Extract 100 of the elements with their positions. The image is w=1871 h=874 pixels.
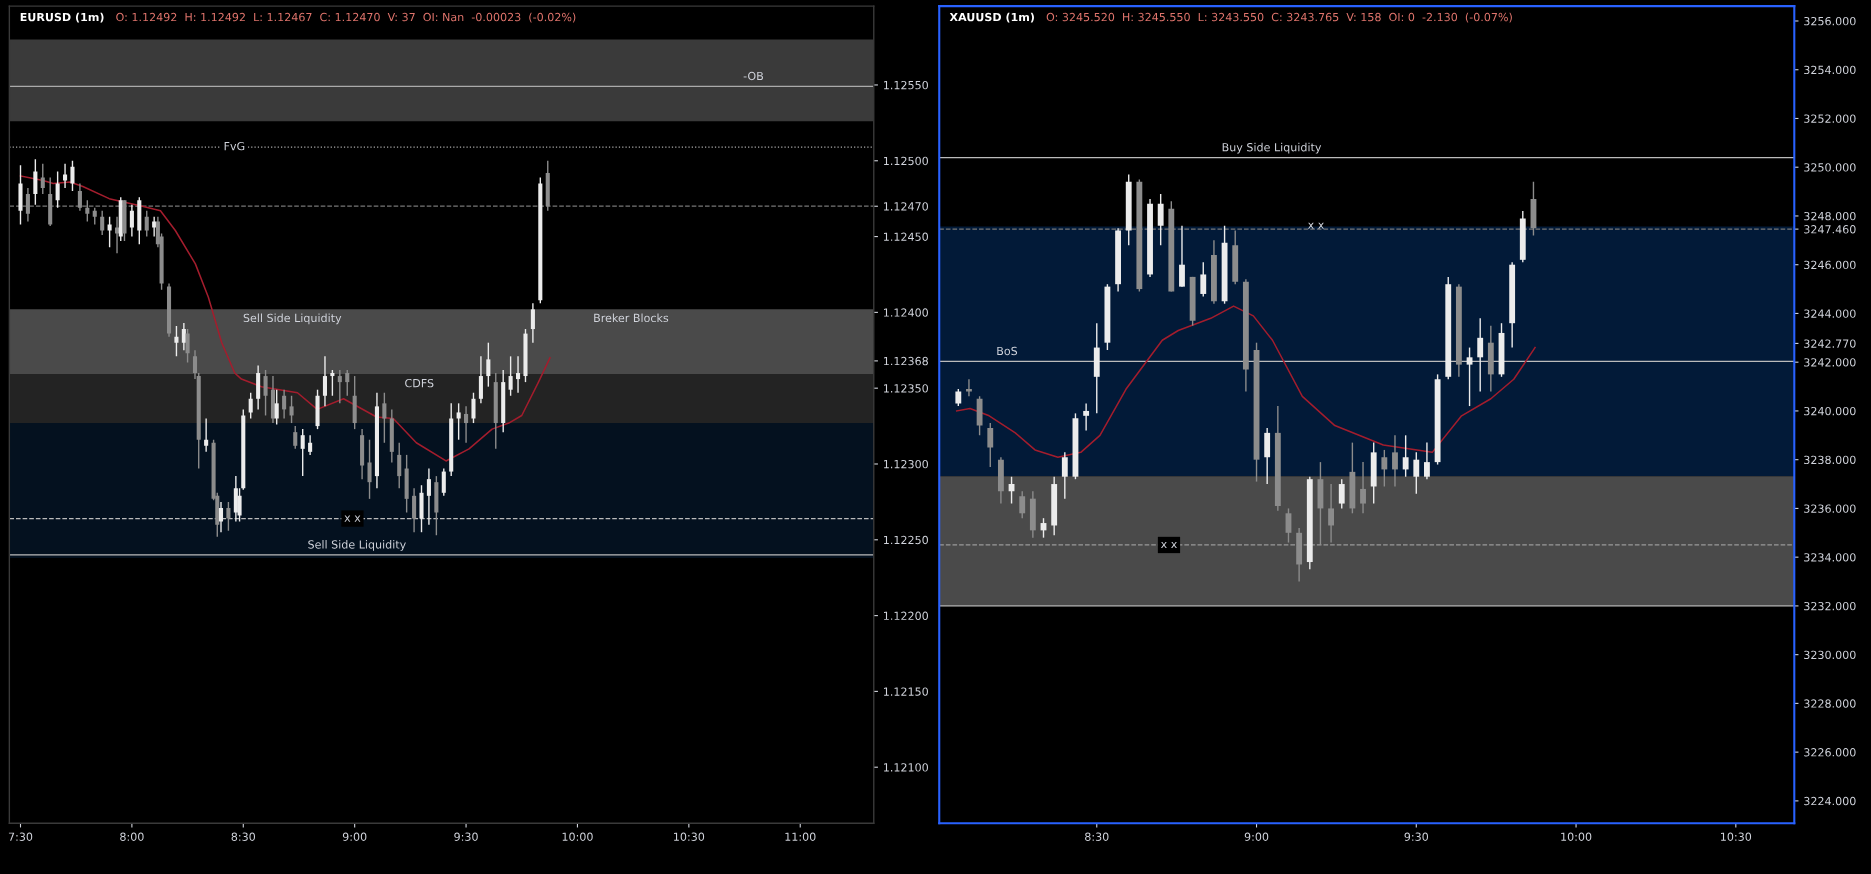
candlestick	[204, 417, 209, 453]
candlestick	[1413, 451, 1420, 495]
candlestick	[1019, 490, 1026, 519]
candlestick	[1381, 449, 1388, 488]
y-tick-label: 3242.000	[1804, 358, 1856, 367]
candlestick	[1083, 402, 1090, 432]
annotation: x x	[344, 515, 361, 522]
x-tick-label: 8:00	[120, 832, 144, 841]
y-tick-label: 3240.000	[1804, 406, 1856, 416]
y-tick-label: 3247.460	[1804, 225, 1856, 234]
y-tick-label: 3252.000	[1804, 114, 1856, 123]
candlestick	[274, 389, 279, 426]
candlestick	[144, 210, 149, 238]
y-tick-label: 3228.000	[1804, 699, 1856, 708]
candlestick	[248, 392, 253, 420]
text: XAUUSD (1m)	[949, 12, 1034, 23]
candlestick	[330, 369, 335, 397]
y-tick-label: 1.12500	[884, 156, 928, 166]
y-tick-label: 3226.000	[1804, 748, 1856, 757]
x-tick-label: 10:00	[562, 832, 593, 841]
y-tick-label: 1.12350	[884, 384, 928, 393]
y-tick-label: 1.12100	[884, 763, 928, 772]
text: O: 1.12492 H: 1.12492 L: 1.12467 C: 1.12470 V: 37 OI: Nan -0.00023 (-0.02%)	[116, 12, 576, 23]
candlestick	[516, 355, 521, 394]
x-tick-label: 8:30	[1085, 832, 1109, 841]
candlestick	[397, 442, 402, 489]
candlestick	[382, 392, 387, 444]
candlestick	[181, 322, 186, 351]
x-tick-label: 9:30	[1404, 832, 1429, 841]
candlestick	[1466, 346, 1473, 407]
y-tick-label: 1.12550	[884, 80, 928, 90]
annotation: Sell Side Liquidity	[243, 313, 342, 325]
candlestick	[55, 170, 60, 209]
y-tick-label: 1.12300	[884, 459, 928, 469]
candlestick	[1328, 483, 1334, 544]
x-tick-label: 10:30	[674, 832, 705, 841]
candlestick	[226, 501, 231, 532]
candlestick	[308, 434, 313, 456]
y-tick-label: 1.12200	[884, 611, 928, 620]
y-tick-label: 1.12470	[884, 202, 928, 211]
candlestick	[289, 395, 294, 424]
candlestick	[1424, 441, 1430, 480]
annotation: BoS	[997, 346, 1018, 356]
x-tick-label: 9:30	[454, 832, 478, 841]
candlestick	[426, 467, 431, 526]
candlestick	[85, 199, 90, 223]
y-tick-label: 1.12450	[884, 232, 928, 241]
candlestick	[70, 160, 75, 192]
text: O: 3245.520 H: 3245.550 L: 3243.550 C: 3243.765 V: 158 OI: 0 -2.130 (-0.07%)	[1046, 12, 1512, 23]
candlestick	[152, 216, 157, 238]
annotation: Breker Blocks	[594, 313, 669, 323]
candlestick	[412, 487, 417, 533]
candlestick	[1061, 451, 1068, 500]
x-tick-label: 7:30	[8, 832, 33, 841]
candlestick	[174, 325, 179, 358]
y-tick-label: 1.12150	[884, 687, 928, 696]
x-tick-label: 10:00	[1561, 832, 1592, 841]
y-tick-label: 3248.000	[1804, 211, 1856, 221]
annotation: x x	[1160, 541, 1177, 549]
y-tick-label: 3254.000	[1804, 65, 1856, 75]
y-tick-label: 3236.000	[1804, 504, 1856, 513]
candlestick	[114, 216, 120, 254]
annotation: Sell Side Liquidity	[308, 540, 406, 551]
candlestick	[1157, 193, 1164, 246]
y-tick-label: 1.12368	[884, 356, 928, 366]
candlestick	[1402, 434, 1409, 478]
x-tick-label: 10:30	[1721, 832, 1752, 841]
candlestick	[300, 428, 305, 477]
candlestick	[263, 369, 268, 417]
y-tick-label: 1.12400	[884, 308, 928, 317]
y-tick-label: 3242.770	[1804, 339, 1856, 348]
annotation: -OB	[743, 71, 764, 81]
annotation: FvG	[224, 141, 245, 151]
candlestick	[367, 439, 372, 500]
y-tick-label: 1.12250	[884, 535, 928, 545]
y-tick-label: 3246.000	[1804, 260, 1856, 270]
x-tick-label: 9:00	[342, 832, 367, 841]
candlestick	[25, 187, 30, 223]
candlestick	[40, 163, 45, 195]
y-tick-label: 3234.000	[1804, 553, 1856, 562]
annotation: Buy Side Liquidity	[1222, 142, 1322, 154]
candlestick	[1179, 225, 1185, 288]
candlestick	[486, 342, 491, 388]
candlestick	[185, 328, 190, 364]
candlestick	[33, 158, 38, 206]
candlestick	[218, 501, 224, 533]
y-tick-label: 3256.000	[1804, 16, 1856, 26]
candlestick	[293, 425, 298, 450]
line-series	[955, 305, 1536, 459]
candlestick	[322, 355, 328, 408]
x-tick-label: 9:00	[1244, 832, 1269, 841]
candlestick	[1360, 461, 1366, 514]
candlestick	[282, 389, 287, 420]
y-tick-label: 3238.000	[1804, 455, 1856, 465]
x-tick-label: 11:00	[785, 832, 816, 841]
candlestick	[441, 467, 446, 497]
candlestick	[1392, 434, 1398, 488]
annotation: CDFS	[405, 378, 434, 388]
candlestick	[337, 369, 342, 405]
annotation: x x	[1307, 222, 1324, 229]
